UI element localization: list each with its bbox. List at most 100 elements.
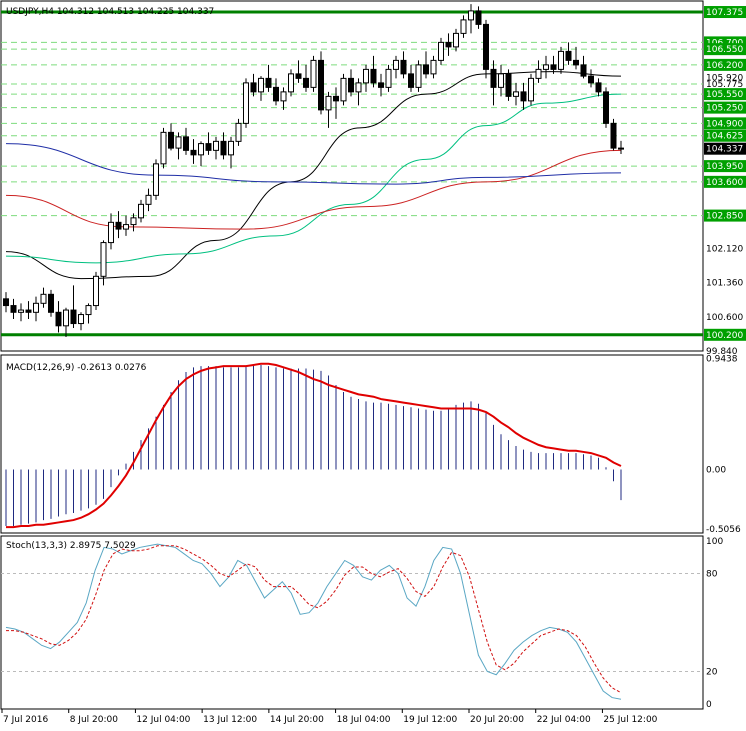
price-axis-label: 105.775	[706, 80, 743, 90]
candle-body	[123, 224, 129, 230]
candle-body	[40, 293, 47, 304]
candle-body	[565, 50, 572, 61]
level-price-label: 107.375	[706, 8, 743, 18]
candle-body	[250, 82, 257, 93]
candle-body	[535, 68, 542, 79]
candle-body	[490, 68, 497, 88]
stochastic-panel-frame	[0, 535, 704, 710]
candle-body	[33, 302, 39, 313]
candle-body	[288, 73, 294, 93]
candle-body	[160, 131, 167, 165]
candle-body	[48, 293, 54, 313]
candle-body	[445, 41, 452, 48]
level-price-label: 104.625	[706, 132, 743, 142]
stoch-axis-label: 0	[706, 700, 712, 710]
candle-body	[153, 163, 159, 196]
candle-body	[63, 309, 69, 327]
candle-body	[310, 59, 317, 88]
candle-body	[393, 59, 399, 70]
candle-body	[475, 10, 482, 25]
candle-body	[483, 23, 489, 70]
candle-body	[520, 91, 527, 102]
candle-body	[430, 59, 437, 75]
candle-body	[145, 194, 152, 205]
time-axis-label: 18 Jul 04:00	[337, 715, 391, 725]
candle-body	[213, 140, 219, 151]
stochastic-panel-header: Stoch(13,3,3) 2.8975 7.5029	[6, 541, 136, 551]
candle-body	[355, 82, 362, 93]
stochastic-panel: 100 80 20 0	[0, 535, 723, 710]
candle-body	[580, 64, 587, 77]
stoch-axis-label: 20	[706, 667, 718, 677]
candle-body	[100, 242, 107, 277]
macd-panel-header: MACD(12,26,9) -0.2613 0.0276	[6, 363, 147, 373]
level-price-tag	[704, 129, 746, 142]
current-price-label: 104.337	[706, 145, 743, 155]
candle-body	[595, 82, 602, 93]
time-axis-label: 19 Jul 12:00	[403, 715, 457, 725]
macd-axis-label: 0.9438	[706, 355, 738, 365]
macd-signal-line	[6, 362, 622, 529]
candle-body	[438, 41, 444, 61]
candle-body	[78, 314, 84, 325]
candle-body	[378, 82, 384, 88]
price-panel-frame	[0, 0, 704, 352]
macd-axis-label: -0.5056	[706, 525, 741, 535]
candle-body	[550, 64, 557, 70]
price-panel: 107.375106.700106.550106.200105.920105.7…	[0, 0, 746, 357]
candle-body	[168, 131, 174, 149]
candle-body	[258, 77, 264, 93]
candle-body	[453, 32, 459, 48]
candle-body	[175, 136, 182, 149]
candle-body	[543, 64, 549, 70]
time-axis-label: 7 Jul 2016	[3, 715, 48, 725]
price-panel-header: USDJPY,H4 104.312 104.513 104.225 104.33…	[6, 7, 214, 17]
candle-body	[340, 77, 347, 102]
level-price-label: 106.550	[706, 45, 743, 55]
price-axis-label: 105.920	[706, 73, 743, 83]
candle-body	[55, 311, 62, 327]
macd-axis-label: 0.00	[706, 466, 726, 476]
level-price-tag	[704, 160, 746, 173]
time-axis-label: 14 Jul 20:00	[270, 715, 324, 725]
candle-body	[183, 136, 189, 151]
candle-body	[265, 77, 272, 88]
time-axis-label: 8 Jul 20:00	[70, 715, 119, 725]
level-price-label: 102.850	[706, 212, 743, 222]
candle-body	[228, 140, 234, 156]
candle-body	[25, 309, 32, 313]
candle-body	[400, 59, 407, 75]
candle-body	[618, 147, 624, 150]
stoch-axis-label: 80	[706, 570, 718, 580]
time-axis-label: 13 Jul 12:00	[203, 715, 257, 725]
level-price-label: 103.600	[706, 178, 743, 188]
candle-body	[205, 143, 212, 151]
candle-body	[505, 73, 512, 97]
macd-panel: 0.9438 0.00 -0.5056	[0, 354, 741, 535]
price-axis-label: 100.600	[706, 313, 743, 323]
candle-body	[303, 77, 309, 88]
level-price-tag	[704, 6, 746, 19]
candle-body	[243, 82, 249, 124]
level-price-tag	[704, 209, 746, 222]
candle-body	[108, 221, 114, 244]
candle-body	[498, 73, 504, 88]
candle-body	[573, 59, 579, 66]
candle-body	[220, 140, 227, 156]
candle-body	[318, 59, 324, 111]
candle-body	[235, 122, 242, 142]
candle-body	[333, 95, 339, 102]
candle-body	[3, 298, 9, 307]
candle-body	[130, 217, 137, 226]
candle-body	[190, 149, 197, 156]
candle-body	[588, 75, 594, 84]
price-axis-label: 102.120	[706, 244, 743, 254]
candle-body	[603, 91, 609, 124]
candle-body	[348, 77, 354, 93]
stoch-main-line	[5, 543, 622, 700]
candle-body	[198, 143, 204, 156]
candle-body	[408, 73, 414, 88]
candle-body	[415, 64, 422, 88]
macd-panel-frame	[0, 354, 704, 534]
